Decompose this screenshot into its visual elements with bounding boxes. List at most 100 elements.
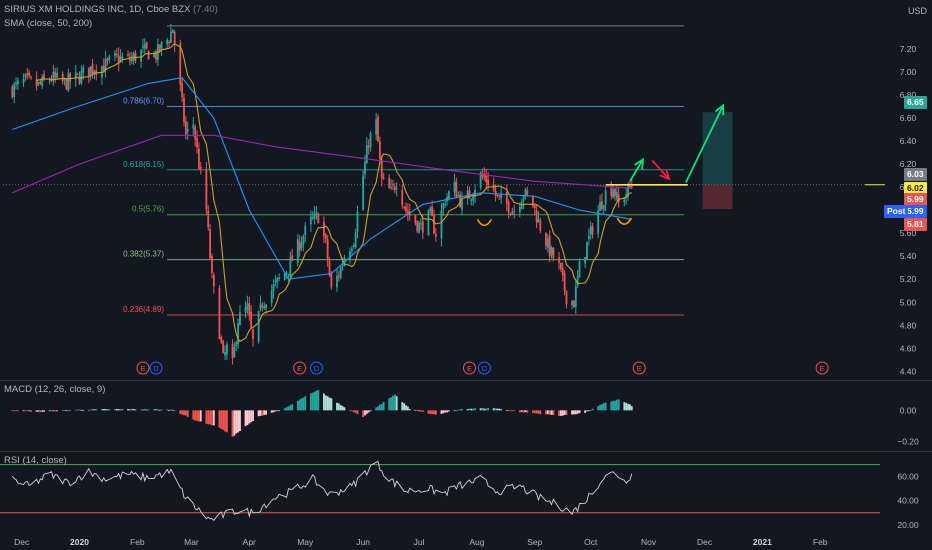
candle — [563, 273, 566, 291]
candle — [205, 169, 208, 210]
rsi-pane-separator[interactable] — [0, 451, 932, 452]
macd-histogram-bar — [434, 410, 437, 415]
macd-histogram-bar — [453, 410, 456, 412]
candle — [461, 199, 463, 210]
macd-histogram-bar — [261, 410, 264, 416]
macd-histogram-bar — [252, 410, 254, 422]
macd-histogram-bar — [250, 410, 253, 423]
candle — [369, 133, 372, 148]
candle — [535, 210, 538, 223]
macd-histogram-bar — [414, 409, 417, 411]
candle — [54, 71, 57, 78]
event-marker — [293, 361, 307, 375]
price-axis-label: 4.80 — [900, 320, 917, 330]
sma-legend[interactable]: SMA (close, 50, 200) — [4, 18, 93, 29]
candle — [313, 212, 316, 220]
candle — [168, 42, 170, 44]
candle — [617, 194, 620, 203]
candle — [130, 58, 133, 62]
macd-histogram-bar — [487, 407, 490, 411]
event-marker-label: D — [314, 364, 320, 373]
macd-histogram-bar — [69, 410, 72, 411]
candle — [114, 52, 116, 57]
candle — [431, 206, 434, 217]
candle — [459, 194, 462, 208]
event-marker-label: E — [637, 364, 642, 373]
macd-legend[interactable]: MACD (12, 26, close, 9) — [4, 384, 106, 395]
macd-histogram-bar — [17, 410, 19, 412]
candle — [531, 195, 534, 207]
candle — [24, 74, 27, 78]
event-marker — [309, 361, 323, 375]
currency-label[interactable]: USD — [907, 6, 927, 16]
candle — [341, 264, 344, 266]
candle — [339, 266, 342, 279]
candle — [115, 53, 118, 55]
macd-histogram-bar — [63, 410, 66, 411]
macd-histogram-bar — [211, 410, 213, 426]
macd-axis-label: −0.20 — [897, 436, 919, 446]
candle — [507, 202, 510, 213]
macd-pane-separator[interactable] — [0, 380, 932, 381]
macd-histogram-bar — [132, 408, 135, 411]
macd-histogram-bar — [291, 404, 294, 411]
candle — [427, 210, 430, 236]
macd-histogram-bar — [584, 410, 587, 413]
macd-pane — [11, 390, 633, 437]
rsi-legend[interactable]: RSI (14, close) — [4, 455, 67, 466]
time-axis-label: Dec — [14, 537, 30, 547]
macd-histogram-bar — [354, 410, 357, 413]
macd-histogram-bar — [26, 410, 29, 412]
time-axis-label: 2020 — [70, 537, 89, 547]
event-marker-label: D — [482, 364, 488, 373]
candle — [483, 174, 486, 178]
price-tag: 5.99 — [904, 193, 927, 206]
event-marker — [815, 361, 829, 375]
macd-histogram-bar — [390, 397, 393, 411]
event-marker — [149, 361, 163, 375]
position-target-zone — [702, 112, 733, 185]
candle — [395, 188, 398, 190]
macd-histogram-bar — [364, 410, 366, 416]
macd-histogram-bar — [496, 408, 499, 411]
macd-histogram-bar — [143, 409, 146, 411]
macd-histogram-bar — [420, 410, 422, 412]
macd-histogram-bar — [509, 410, 512, 412]
macd-histogram-bar — [461, 408, 463, 411]
macd-histogram-bar — [285, 407, 288, 411]
macd-histogram-bar — [54, 410, 57, 412]
macd-histogram-bar — [326, 396, 329, 411]
macd-histogram-bar — [78, 409, 81, 411]
candle — [455, 181, 458, 198]
candle — [533, 205, 536, 209]
macd-histogram-bar — [74, 409, 77, 411]
macd-histogram-bar — [330, 398, 333, 411]
macd-histogram-bar — [171, 409, 174, 411]
macd-histogram-bar — [524, 410, 527, 413]
candle — [627, 184, 629, 197]
macd-histogram-bar — [239, 410, 241, 432]
candle — [492, 184, 495, 191]
candle — [537, 218, 540, 223]
candle — [143, 44, 146, 49]
cup-pattern-marker — [616, 217, 633, 225]
macd-histogram-bar — [24, 410, 27, 412]
macd-histogram-bar — [278, 410, 281, 412]
macd-histogram-bar — [11, 410, 14, 412]
candle — [211, 256, 213, 273]
candle — [43, 74, 45, 80]
macd-histogram-bar — [350, 410, 353, 412]
candle — [212, 275, 215, 287]
candle — [261, 305, 264, 308]
macd-histogram-bar — [248, 410, 251, 424]
macd-histogram-bar — [315, 390, 318, 411]
candle — [513, 211, 516, 213]
macd-histogram-bar — [433, 410, 435, 415]
macd-histogram-bar — [405, 405, 407, 411]
candle — [35, 78, 38, 87]
macd-histogram-bar — [233, 410, 236, 436]
macd-histogram-bar — [470, 408, 473, 411]
macd-histogram-bar — [548, 410, 551, 415]
candle — [591, 226, 594, 235]
